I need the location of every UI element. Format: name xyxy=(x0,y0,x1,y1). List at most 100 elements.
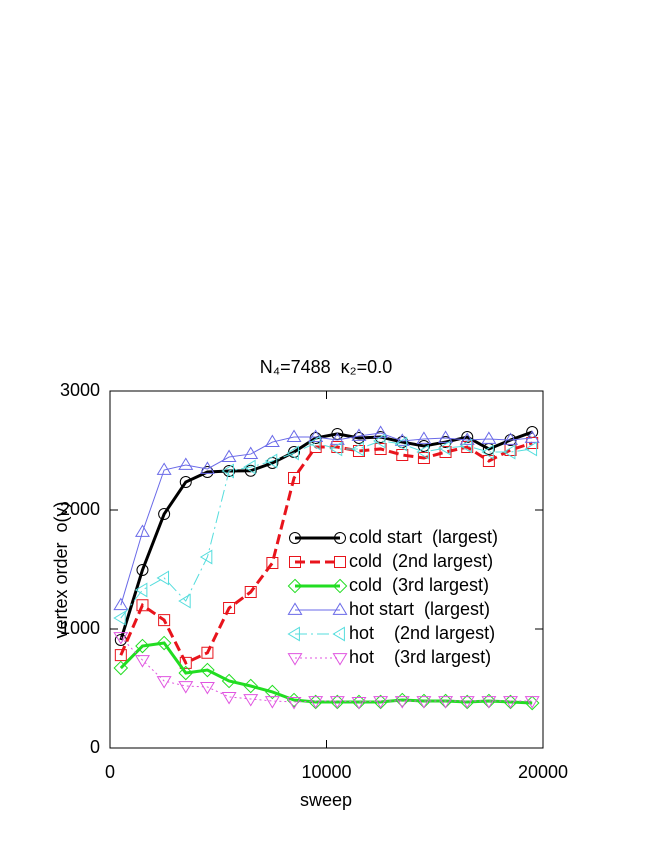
marker xyxy=(351,441,364,457)
marker xyxy=(178,457,194,470)
marker xyxy=(244,585,257,598)
legend-label: hot (3rd largest) xyxy=(349,647,491,667)
marker xyxy=(136,563,149,576)
marker xyxy=(308,696,324,709)
marker xyxy=(135,638,150,654)
marker xyxy=(221,692,237,705)
marker xyxy=(113,632,129,645)
marker xyxy=(482,454,495,467)
marker xyxy=(178,665,194,681)
marker xyxy=(417,451,430,464)
marker xyxy=(417,439,430,452)
marker xyxy=(264,696,280,709)
marker xyxy=(481,431,497,444)
marker xyxy=(329,696,345,709)
marker xyxy=(113,610,126,626)
series-line xyxy=(120,440,533,619)
marker xyxy=(286,429,302,442)
marker xyxy=(158,614,171,627)
marker xyxy=(331,441,344,454)
legend-marker xyxy=(287,578,303,594)
legend-label: hot (2nd largest) xyxy=(349,623,495,643)
legend-label: cold (2nd largest) xyxy=(349,551,493,571)
marker xyxy=(134,524,150,537)
marker xyxy=(503,696,519,709)
legend-marker xyxy=(332,578,348,594)
marker xyxy=(481,444,494,460)
marker xyxy=(264,453,278,469)
marker xyxy=(524,696,540,709)
marker xyxy=(459,696,475,709)
marker xyxy=(459,432,475,445)
legend-marker xyxy=(334,532,346,544)
marker xyxy=(136,599,149,612)
marker xyxy=(352,444,365,457)
y-tick-label: 3000 xyxy=(60,380,100,400)
marker xyxy=(156,676,172,689)
marker xyxy=(308,435,321,451)
series-line xyxy=(119,430,533,641)
legend-marker xyxy=(289,532,301,544)
marker xyxy=(113,660,129,676)
marker xyxy=(178,681,194,694)
marker xyxy=(265,684,280,700)
marker xyxy=(264,434,280,447)
marker xyxy=(243,678,259,694)
legend-marker xyxy=(332,602,348,615)
marker xyxy=(503,432,519,445)
marker xyxy=(394,433,410,446)
marker xyxy=(461,441,474,454)
marker xyxy=(524,430,540,443)
marker xyxy=(158,508,171,521)
marker xyxy=(351,697,367,710)
marker xyxy=(243,694,259,707)
legend-marker xyxy=(287,626,300,642)
marker xyxy=(416,444,429,460)
marker xyxy=(156,462,172,475)
marker xyxy=(331,427,344,440)
x-tick-label: 10000 xyxy=(301,762,351,782)
marker xyxy=(223,602,236,615)
marker xyxy=(373,696,389,709)
marker xyxy=(201,646,214,659)
marker xyxy=(243,446,259,459)
marker xyxy=(394,436,408,452)
marker xyxy=(199,682,215,695)
legend-marker xyxy=(289,556,301,568)
marker xyxy=(199,461,215,474)
marker xyxy=(244,464,257,477)
marker xyxy=(134,582,148,598)
marker xyxy=(179,476,192,489)
marker xyxy=(199,549,213,565)
marker xyxy=(416,696,432,709)
marker xyxy=(286,697,302,710)
marker xyxy=(526,437,539,450)
chart-title: N₄=7488 κ₂=0.0 xyxy=(260,357,392,377)
marker xyxy=(439,446,452,459)
marker xyxy=(524,441,538,457)
legend-label: cold (3rd largest) xyxy=(349,575,489,595)
x-tick-label: 20000 xyxy=(518,762,568,782)
marker xyxy=(113,597,129,611)
marker xyxy=(438,696,454,709)
legend-marker xyxy=(332,626,345,642)
marker xyxy=(394,696,410,709)
marker xyxy=(481,696,497,709)
legend-label: cold start (largest) xyxy=(349,527,498,547)
marker xyxy=(243,459,256,475)
marker xyxy=(223,464,236,477)
y-axis-label: vertex order o(v) xyxy=(51,501,71,638)
marker xyxy=(156,635,172,651)
legend-marker xyxy=(334,556,346,568)
marker xyxy=(374,442,387,455)
marker xyxy=(459,438,473,454)
marker xyxy=(416,431,432,444)
marker xyxy=(288,471,301,484)
y-tick-label: 1000 xyxy=(60,618,100,638)
legend-marker xyxy=(287,653,303,666)
marker xyxy=(178,593,191,609)
marker xyxy=(134,655,150,668)
marker xyxy=(438,430,454,443)
marker xyxy=(266,556,279,569)
